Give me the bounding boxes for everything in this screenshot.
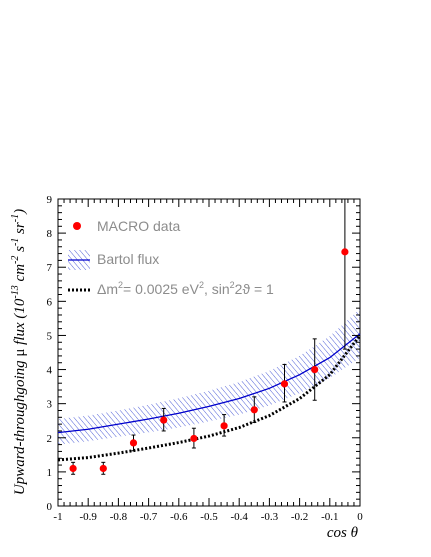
y-tick-label: 8 <box>47 228 53 240</box>
legend-osc-part: Δm <box>97 281 118 297</box>
y-axis-title-part: sr <box>12 222 28 238</box>
x-axis-title: cos θ <box>327 525 359 541</box>
data-point <box>280 380 289 388</box>
y-axis-title-part: s <box>12 246 28 256</box>
legend-osc-label: Δm2= 0.0025 eV2, sin22ϑ = 1 <box>97 280 274 297</box>
y-tick-label: 2 <box>47 433 53 445</box>
data-point <box>341 248 349 256</box>
x-tick-label: -0.6 <box>170 511 188 523</box>
x-tick-label: -0.5 <box>200 511 218 523</box>
y-axis-title-part: -1 <box>10 214 21 222</box>
data-point <box>160 416 168 424</box>
data-point <box>190 434 198 443</box>
y-tick-label: 3 <box>47 399 53 411</box>
bartol-flux-band <box>58 308 360 445</box>
bartol-band-area <box>58 308 360 445</box>
y-axis-title-part: -13 <box>10 285 21 298</box>
y-tick-label: 0 <box>47 501 53 513</box>
y-tick-label: 5 <box>47 330 53 342</box>
y-axis-title-part: Upward-throughgoing <box>12 357 28 495</box>
axis-ticks: -1 -0.9 -0.8 -0.7 -0.6 -0.5 -0.4 -0.3 -0.2 -0.1 0 0… <box>47 194 364 523</box>
x-tick-label: -1 <box>53 511 62 523</box>
legend-osc-part: , sin <box>204 281 230 297</box>
legend-osc-part: = 0.0025 eV <box>123 281 200 297</box>
data-point <box>311 365 319 374</box>
y-axis-title-part: -2 <box>10 256 21 264</box>
y-axis-title: Upward-throughgoing μ flux (10-13 cm-2 s… <box>10 209 28 495</box>
data-point <box>129 439 138 447</box>
data-point <box>69 464 77 473</box>
bartol-flux-line <box>57 333 361 434</box>
x-tick-label: 0 <box>357 511 363 523</box>
data-points <box>69 199 349 475</box>
y-tick-label: 1 <box>47 467 53 479</box>
x-tick-label: -0.7 <box>140 511 158 523</box>
data-point <box>220 422 228 430</box>
x-tick-label: -0.4 <box>230 511 248 523</box>
legend-osc-part: 2 <box>230 280 235 290</box>
legend-osc-part: 2 <box>118 280 123 290</box>
oscillation-line <box>57 334 362 462</box>
y-axis-title-part: flux (10 <box>12 298 28 348</box>
y-axis-title-part: μ <box>12 349 28 357</box>
legend-data-label: MACRO data <box>97 218 180 234</box>
y-axis-title-part: cm <box>12 264 28 285</box>
y-tick-label: 7 <box>47 262 53 274</box>
x-tick-label: -0.1 <box>321 511 338 523</box>
legend-band-label: Bartol flux <box>97 251 159 267</box>
legend-data-marker <box>73 222 81 230</box>
legend: MACRO data Bartol flux Δm2= 0.0025 eV2, … <box>68 218 274 297</box>
legend-osc-part: 2 <box>199 280 204 290</box>
x-tick-label: -0.9 <box>79 511 97 523</box>
data-point <box>99 464 107 473</box>
x-tick-label: -0.3 <box>261 511 279 523</box>
x-tick-label: -0.8 <box>110 511 128 523</box>
y-tick-label: 9 <box>47 194 53 206</box>
y-tick-label: 4 <box>47 365 53 377</box>
y-tick-label: 6 <box>47 296 53 308</box>
legend-osc-part: 2ϑ = 1 <box>235 281 274 297</box>
y-axis-title-part: -1 <box>10 238 21 246</box>
y-axis-title-part: ) <box>12 209 28 215</box>
x-tick-label: -0.2 <box>291 511 308 523</box>
curves <box>57 333 362 462</box>
data-point <box>250 406 258 414</box>
